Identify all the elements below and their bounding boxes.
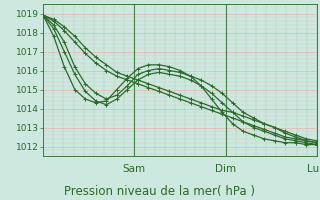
Text: Lun: Lun bbox=[308, 164, 320, 174]
Text: Dim: Dim bbox=[215, 164, 236, 174]
Text: Pression niveau de la mer( hPa ): Pression niveau de la mer( hPa ) bbox=[65, 185, 255, 198]
Text: Sam: Sam bbox=[123, 164, 146, 174]
